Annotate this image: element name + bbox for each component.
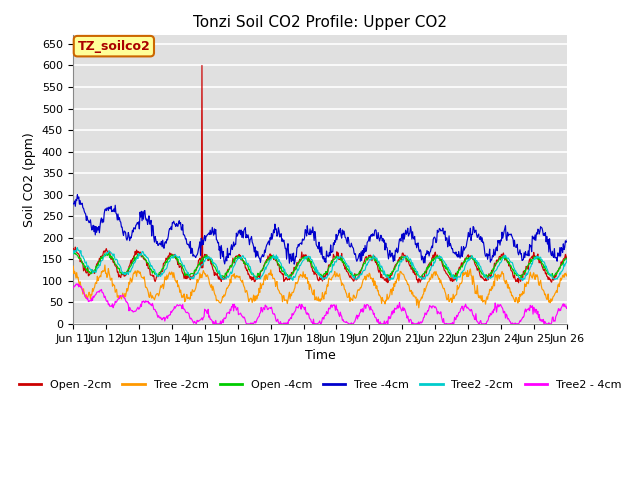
Open -4cm	[564, 255, 572, 261]
Tree2 - 4cm	[205, 313, 213, 319]
Open -2cm	[381, 277, 388, 283]
Open -2cm	[564, 252, 572, 257]
Tree -2cm	[68, 269, 76, 275]
Line: Open -2cm: Open -2cm	[72, 65, 568, 283]
Tree -2cm	[77, 286, 85, 292]
Legend: Open -2cm, Tree -2cm, Open -4cm, Tree -4cm, Tree2 -2cm, Tree2 - 4cm: Open -2cm, Tree -2cm, Open -4cm, Tree -4…	[15, 375, 625, 395]
Tree -4cm	[68, 202, 76, 208]
Tree2 -2cm	[395, 262, 403, 268]
Tree2 - 4cm	[74, 281, 82, 287]
Tree -2cm	[101, 262, 109, 268]
Open -2cm	[205, 257, 213, 263]
Tree2 - 4cm	[129, 309, 137, 315]
Tree -4cm	[291, 261, 298, 267]
Tree2 -2cm	[381, 268, 388, 274]
Open -4cm	[381, 271, 388, 277]
X-axis label: Time: Time	[305, 349, 335, 362]
Tree2 -2cm	[452, 278, 460, 284]
Tree2 - 4cm	[68, 286, 76, 291]
Open -4cm	[205, 257, 213, 263]
Line: Tree -2cm: Tree -2cm	[72, 265, 568, 308]
Tree -4cm	[396, 236, 403, 242]
Open -4cm	[69, 250, 77, 255]
Tree -4cm	[564, 237, 572, 242]
Open -2cm	[515, 280, 522, 286]
Tree2 - 4cm	[381, 321, 389, 327]
Tree2 -2cm	[74, 245, 81, 251]
Tree2 - 4cm	[180, 306, 188, 312]
Open -2cm	[129, 256, 136, 262]
Tree -2cm	[395, 278, 403, 284]
Tree -2cm	[180, 294, 188, 300]
Tree2 -2cm	[129, 263, 137, 268]
Line: Tree -4cm: Tree -4cm	[72, 195, 568, 264]
Line: Tree2 -2cm: Tree2 -2cm	[72, 248, 568, 281]
Tree2 -2cm	[180, 263, 188, 269]
Y-axis label: Soil CO2 (ppm): Soil CO2 (ppm)	[23, 132, 36, 227]
Tree2 - 4cm	[209, 321, 217, 327]
Tree2 -2cm	[205, 255, 213, 261]
Tree2 - 4cm	[78, 287, 86, 292]
Tree -4cm	[129, 229, 137, 235]
Tree2 - 4cm	[396, 300, 403, 305]
Open -4cm	[129, 259, 137, 264]
Open -2cm	[179, 270, 186, 276]
Tree -2cm	[205, 281, 213, 287]
Open -4cm	[180, 266, 188, 272]
Tree2 -2cm	[68, 251, 76, 257]
Open -4cm	[518, 276, 525, 281]
Tree -4cm	[74, 192, 81, 198]
Tree -4cm	[205, 232, 213, 238]
Line: Tree2 - 4cm: Tree2 - 4cm	[72, 284, 568, 324]
Tree -2cm	[564, 269, 572, 275]
Tree -2cm	[415, 305, 422, 311]
Tree2 - 4cm	[564, 301, 572, 307]
Open -2cm	[68, 247, 76, 252]
Tree2 -2cm	[78, 253, 86, 259]
Open -4cm	[78, 261, 86, 266]
Open -2cm	[77, 259, 85, 265]
Title: Tonzi Soil CO2 Profile: Upper CO2: Tonzi Soil CO2 Profile: Upper CO2	[193, 15, 447, 30]
Text: TZ_soilco2: TZ_soilco2	[77, 40, 150, 53]
Open -4cm	[395, 259, 403, 265]
Tree -4cm	[180, 232, 188, 238]
Tree -4cm	[78, 200, 86, 206]
Tree2 -2cm	[564, 256, 572, 262]
Tree -2cm	[129, 272, 137, 277]
Open -2cm	[198, 62, 206, 68]
Tree -4cm	[381, 247, 389, 253]
Tree -2cm	[381, 299, 388, 305]
Line: Open -4cm: Open -4cm	[72, 252, 568, 278]
Open -2cm	[395, 257, 403, 263]
Open -4cm	[68, 250, 76, 256]
